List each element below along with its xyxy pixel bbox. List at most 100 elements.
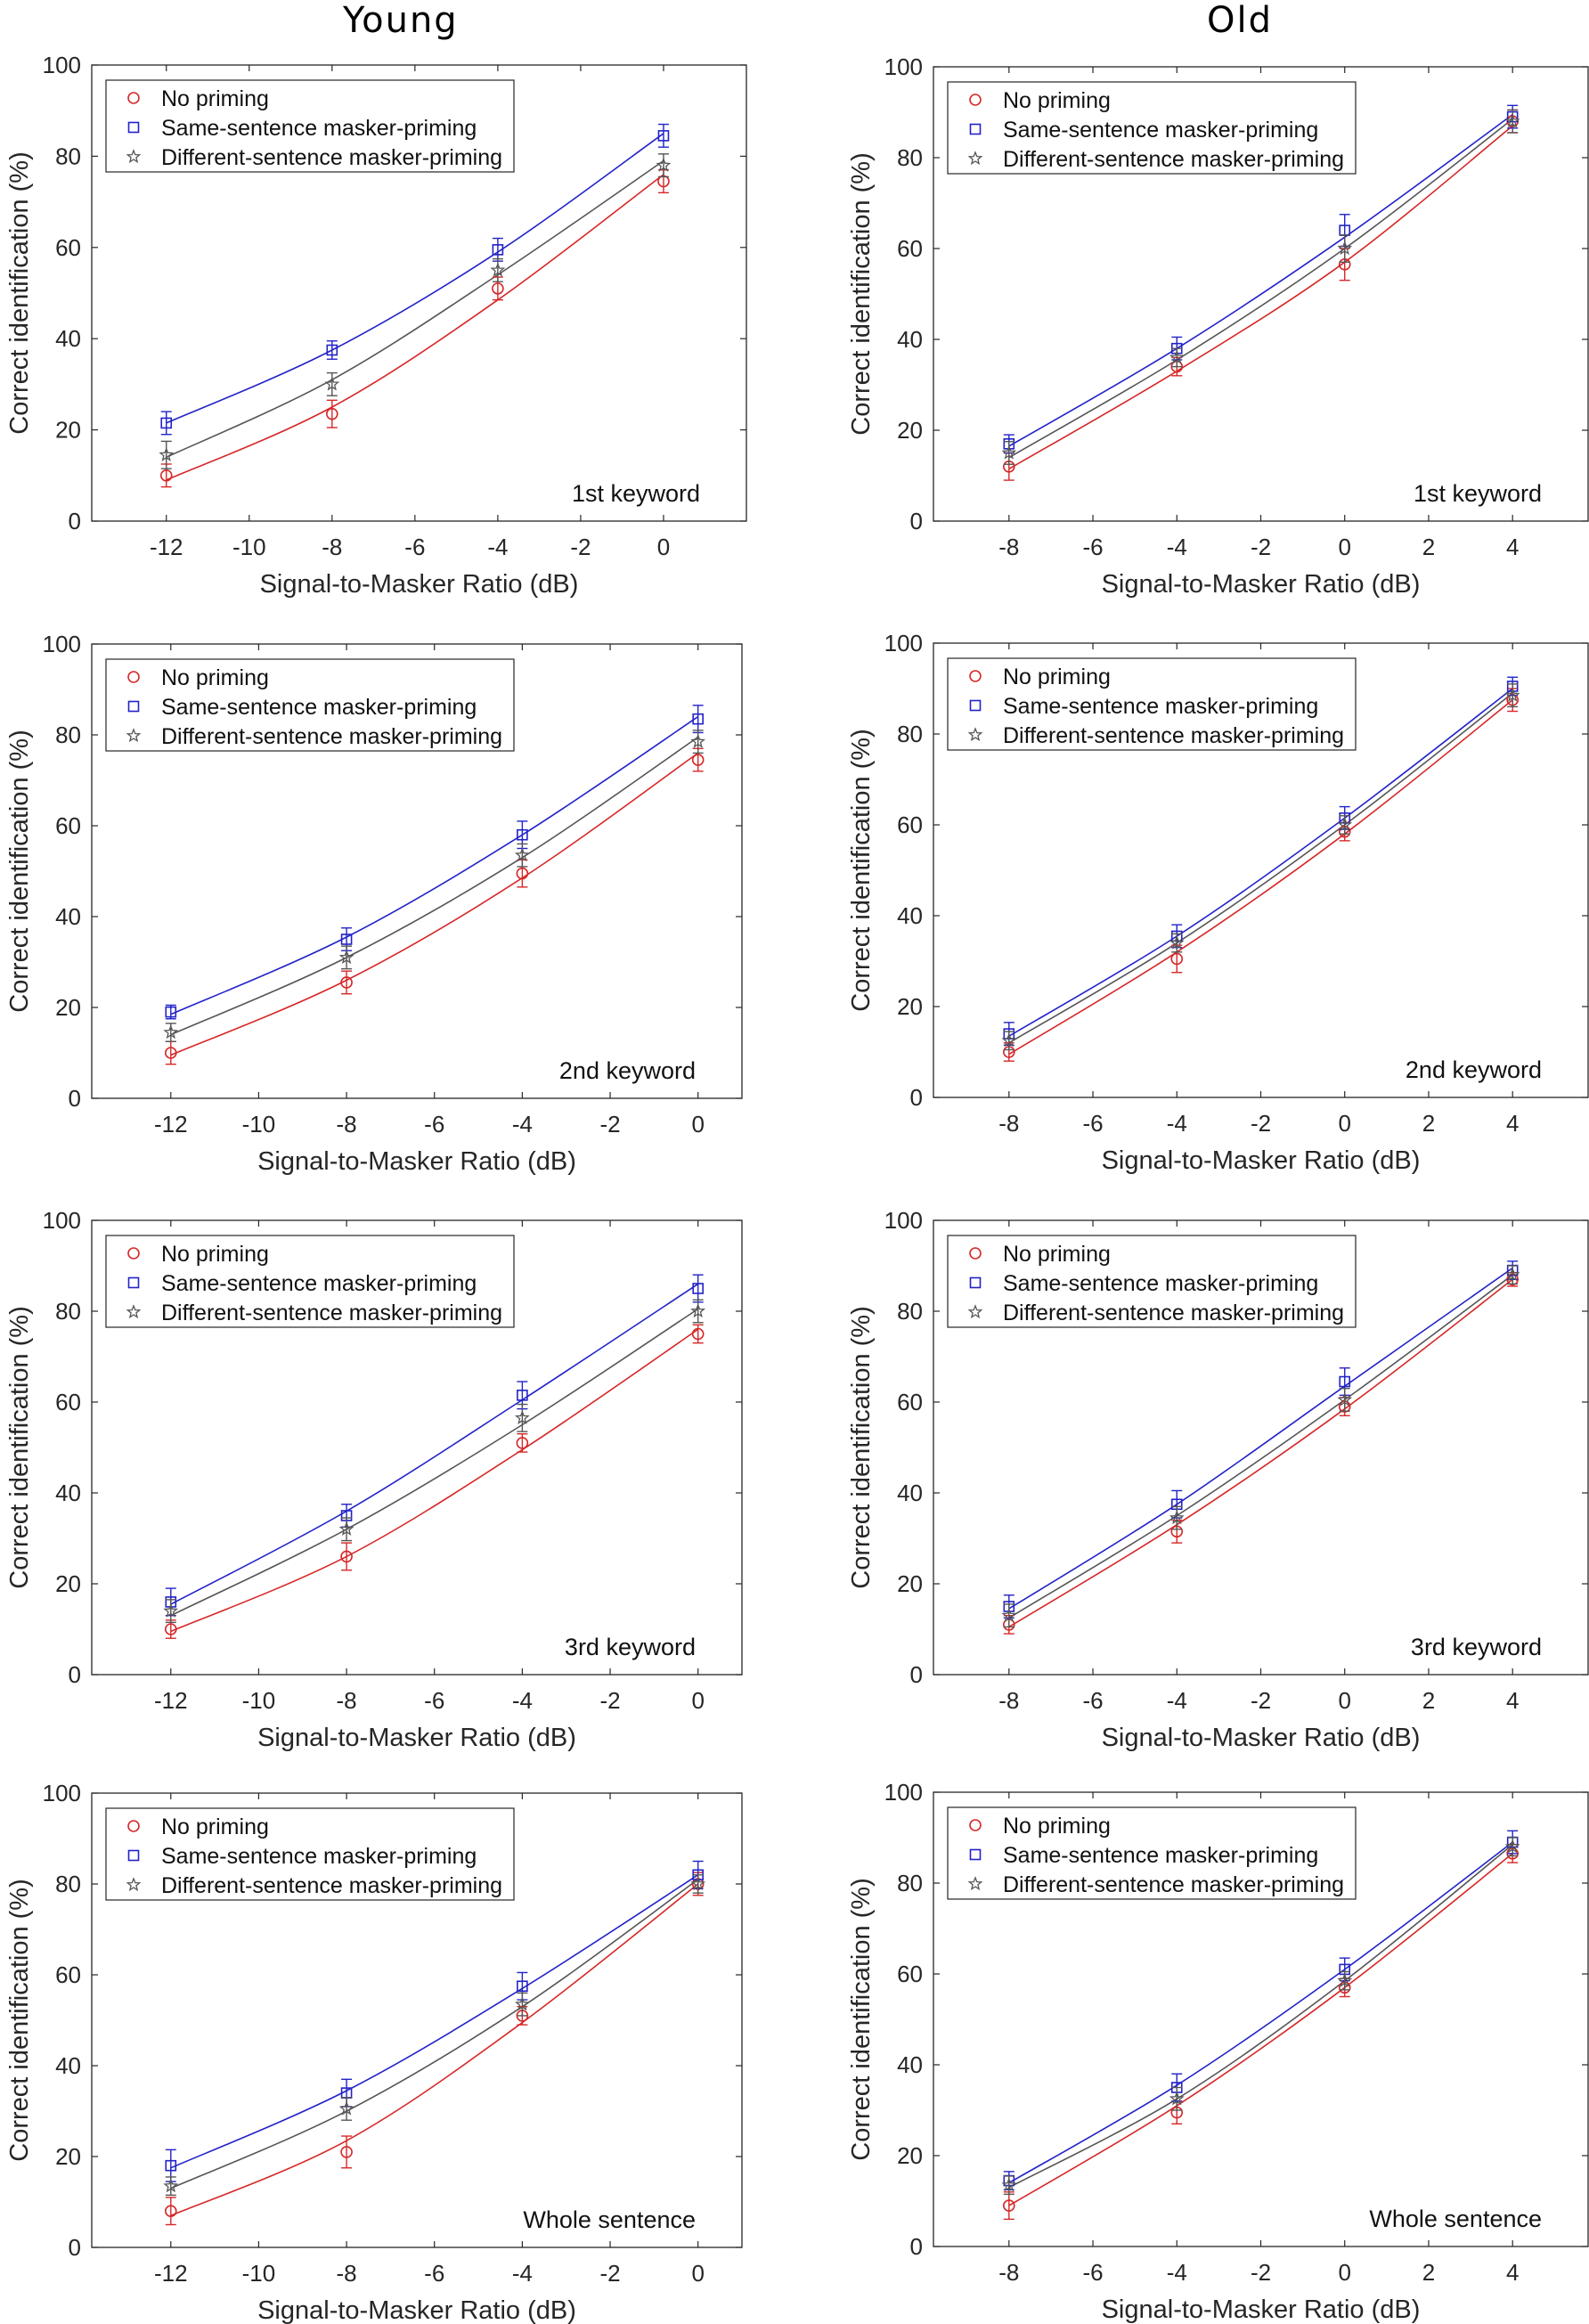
x-axis-label: Signal-to-Masker Ratio (dB) bbox=[257, 1724, 576, 1752]
legend-label-different: Different-sentence masker-priming bbox=[1003, 1301, 1344, 1325]
legend-label-same: Same-sentence masker-priming bbox=[161, 1844, 477, 1869]
data-point-same bbox=[165, 1006, 177, 1018]
x-tick-label: -2 bbox=[1251, 534, 1271, 560]
y-tick-label: 40 bbox=[897, 902, 923, 929]
y-tick-label: 60 bbox=[55, 812, 81, 839]
panel-annotation: 2nd keyword bbox=[559, 1057, 696, 1084]
y-axis-label: Correct identification (%) bbox=[847, 729, 876, 1012]
data-point-different bbox=[159, 447, 175, 461]
legend-box bbox=[947, 657, 1357, 751]
legend-marker-different bbox=[126, 1304, 142, 1319]
y-tick-label: 80 bbox=[55, 1871, 81, 1897]
x-tick-label: -4 bbox=[1167, 1687, 1187, 1714]
column-title-old: Old bbox=[1207, 0, 1273, 41]
data-point-different bbox=[1169, 1510, 1185, 1525]
legend-label-different: Different-sentence masker-priming bbox=[161, 145, 502, 170]
x-tick-label: 0 bbox=[657, 534, 670, 560]
y-tick-label: 20 bbox=[897, 2142, 923, 2169]
plot-frame bbox=[91, 64, 747, 522]
data-point-different bbox=[1504, 1267, 1520, 1282]
y-tick-label: 40 bbox=[897, 2051, 923, 2078]
data-point-same bbox=[657, 130, 670, 142]
x-tick-label: 0 bbox=[1338, 2259, 1350, 2286]
fit-curve-no_priming bbox=[170, 1883, 699, 2217]
y-tick-label: 40 bbox=[55, 903, 81, 930]
legend-label-same: Same-sentence masker-priming bbox=[1003, 1271, 1318, 1296]
y-tick-label: 0 bbox=[69, 508, 81, 534]
legend-label-no_priming: No priming bbox=[1003, 1242, 1111, 1267]
x-tick-label: -4 bbox=[1167, 1110, 1187, 1137]
x-tick-label: -12 bbox=[154, 1111, 188, 1138]
legend-marker-different bbox=[126, 149, 142, 164]
chart-panel-young-2nd: 0 20 40 60 80 100 -12 -10 -8 -6 -4 -2 0 Signal-to-Mas… bbox=[5, 631, 743, 1176]
x-tick-label: 4 bbox=[1506, 2259, 1519, 2286]
y-axis-label: Correct identification (%) bbox=[5, 730, 34, 1013]
x-tick-label: -4 bbox=[1167, 2259, 1187, 2286]
y-tick-label: 100 bbox=[43, 52, 81, 78]
y-tick-label: 0 bbox=[910, 1084, 923, 1111]
data-point-different bbox=[1001, 1032, 1017, 1048]
chart-panel-old-3rd: 0 20 40 60 80 100 -8 -6 -4 -2 0 2 4 Signal-to-Masker … bbox=[847, 1207, 1589, 1752]
y-tick-label: 40 bbox=[897, 326, 923, 353]
y-axis-label: Correct identification (%) bbox=[847, 1306, 876, 1589]
data-point-no_priming bbox=[691, 754, 705, 766]
x-axis-label: Signal-to-Masker Ratio (dB) bbox=[257, 2296, 576, 2324]
y-axis-label: Correct identification (%) bbox=[847, 152, 876, 436]
data-point-no_priming bbox=[1003, 2199, 1015, 2212]
data-point-same bbox=[1339, 1375, 1351, 1388]
legend-marker-same bbox=[127, 1849, 140, 1862]
x-tick-label: -6 bbox=[1082, 2259, 1103, 2286]
fit-curve-same bbox=[170, 1874, 699, 2169]
x-tick-label: 0 bbox=[1338, 1110, 1350, 1137]
y-tick-label: 100 bbox=[43, 631, 81, 657]
legend-marker-different bbox=[126, 1877, 142, 1892]
x-tick-label: 0 bbox=[1338, 1687, 1350, 1714]
legend-marker-same bbox=[969, 123, 982, 135]
x-tick-label: -8 bbox=[998, 2259, 1019, 2286]
x-tick-label: 0 bbox=[691, 1687, 704, 1714]
data-point-different bbox=[1337, 241, 1353, 256]
data-point-different bbox=[163, 1024, 179, 1040]
x-tick-label: -4 bbox=[512, 1111, 533, 1138]
data-point-no_priming bbox=[340, 2146, 353, 2158]
x-axis-label: Signal-to-Masker Ratio (dB) bbox=[1102, 1146, 1421, 1175]
x-tick-label: -8 bbox=[998, 1110, 1019, 1137]
legend-box bbox=[105, 1235, 515, 1328]
legend-marker-no_priming bbox=[127, 1820, 140, 1832]
y-tick-label: 0 bbox=[69, 1085, 81, 1112]
x-tick-label: -6 bbox=[424, 1687, 444, 1714]
data-point-different bbox=[515, 1409, 530, 1424]
y-tick-label: 60 bbox=[897, 811, 923, 838]
legend-label-same: Same-sentence masker-priming bbox=[161, 695, 477, 720]
legend-label-different: Different-sentence masker-priming bbox=[1003, 1872, 1344, 1897]
x-tick-label: 4 bbox=[1506, 534, 1519, 560]
legend-marker-different bbox=[967, 1304, 983, 1319]
chart-panel-old-2nd: 0 20 40 60 80 100 -8 -6 -4 -2 0 2 4 Signal-to-Masker … bbox=[847, 630, 1589, 1175]
data-point-no_priming bbox=[516, 1437, 529, 1449]
plot-frame bbox=[91, 1792, 743, 2248]
fit-curve-no_priming bbox=[1008, 1278, 1513, 1628]
legend-marker-same bbox=[969, 699, 982, 712]
data-point-same bbox=[517, 828, 528, 841]
fit-curve-same bbox=[1008, 1267, 1513, 1610]
y-tick-label: 20 bbox=[55, 1570, 81, 1597]
legend-box bbox=[947, 81, 1357, 175]
x-tick-label: -8 bbox=[337, 1111, 357, 1138]
data-point-different bbox=[1169, 2091, 1185, 2106]
data-point-no_priming bbox=[691, 1327, 705, 1341]
fit-curve-no_priming bbox=[170, 1328, 699, 1633]
x-tick-label: 4 bbox=[1506, 1110, 1519, 1137]
data-point-different bbox=[163, 2178, 179, 2193]
legend-label-different: Different-sentence masker-priming bbox=[161, 1301, 502, 1325]
x-tick-label: -10 bbox=[242, 1111, 276, 1138]
data-point-different bbox=[515, 847, 530, 862]
legend-label-same: Same-sentence masker-priming bbox=[1003, 1843, 1318, 1868]
fit-curve-different bbox=[1008, 1274, 1513, 1619]
legend-label-different: Different-sentence masker-priming bbox=[1003, 147, 1344, 172]
fit-curve-no_priming bbox=[170, 752, 699, 1056]
y-tick-label: 60 bbox=[897, 1961, 923, 1987]
fit-curve-same bbox=[1008, 113, 1513, 447]
data-point-different bbox=[515, 1996, 530, 2011]
data-point-different bbox=[1001, 444, 1017, 460]
